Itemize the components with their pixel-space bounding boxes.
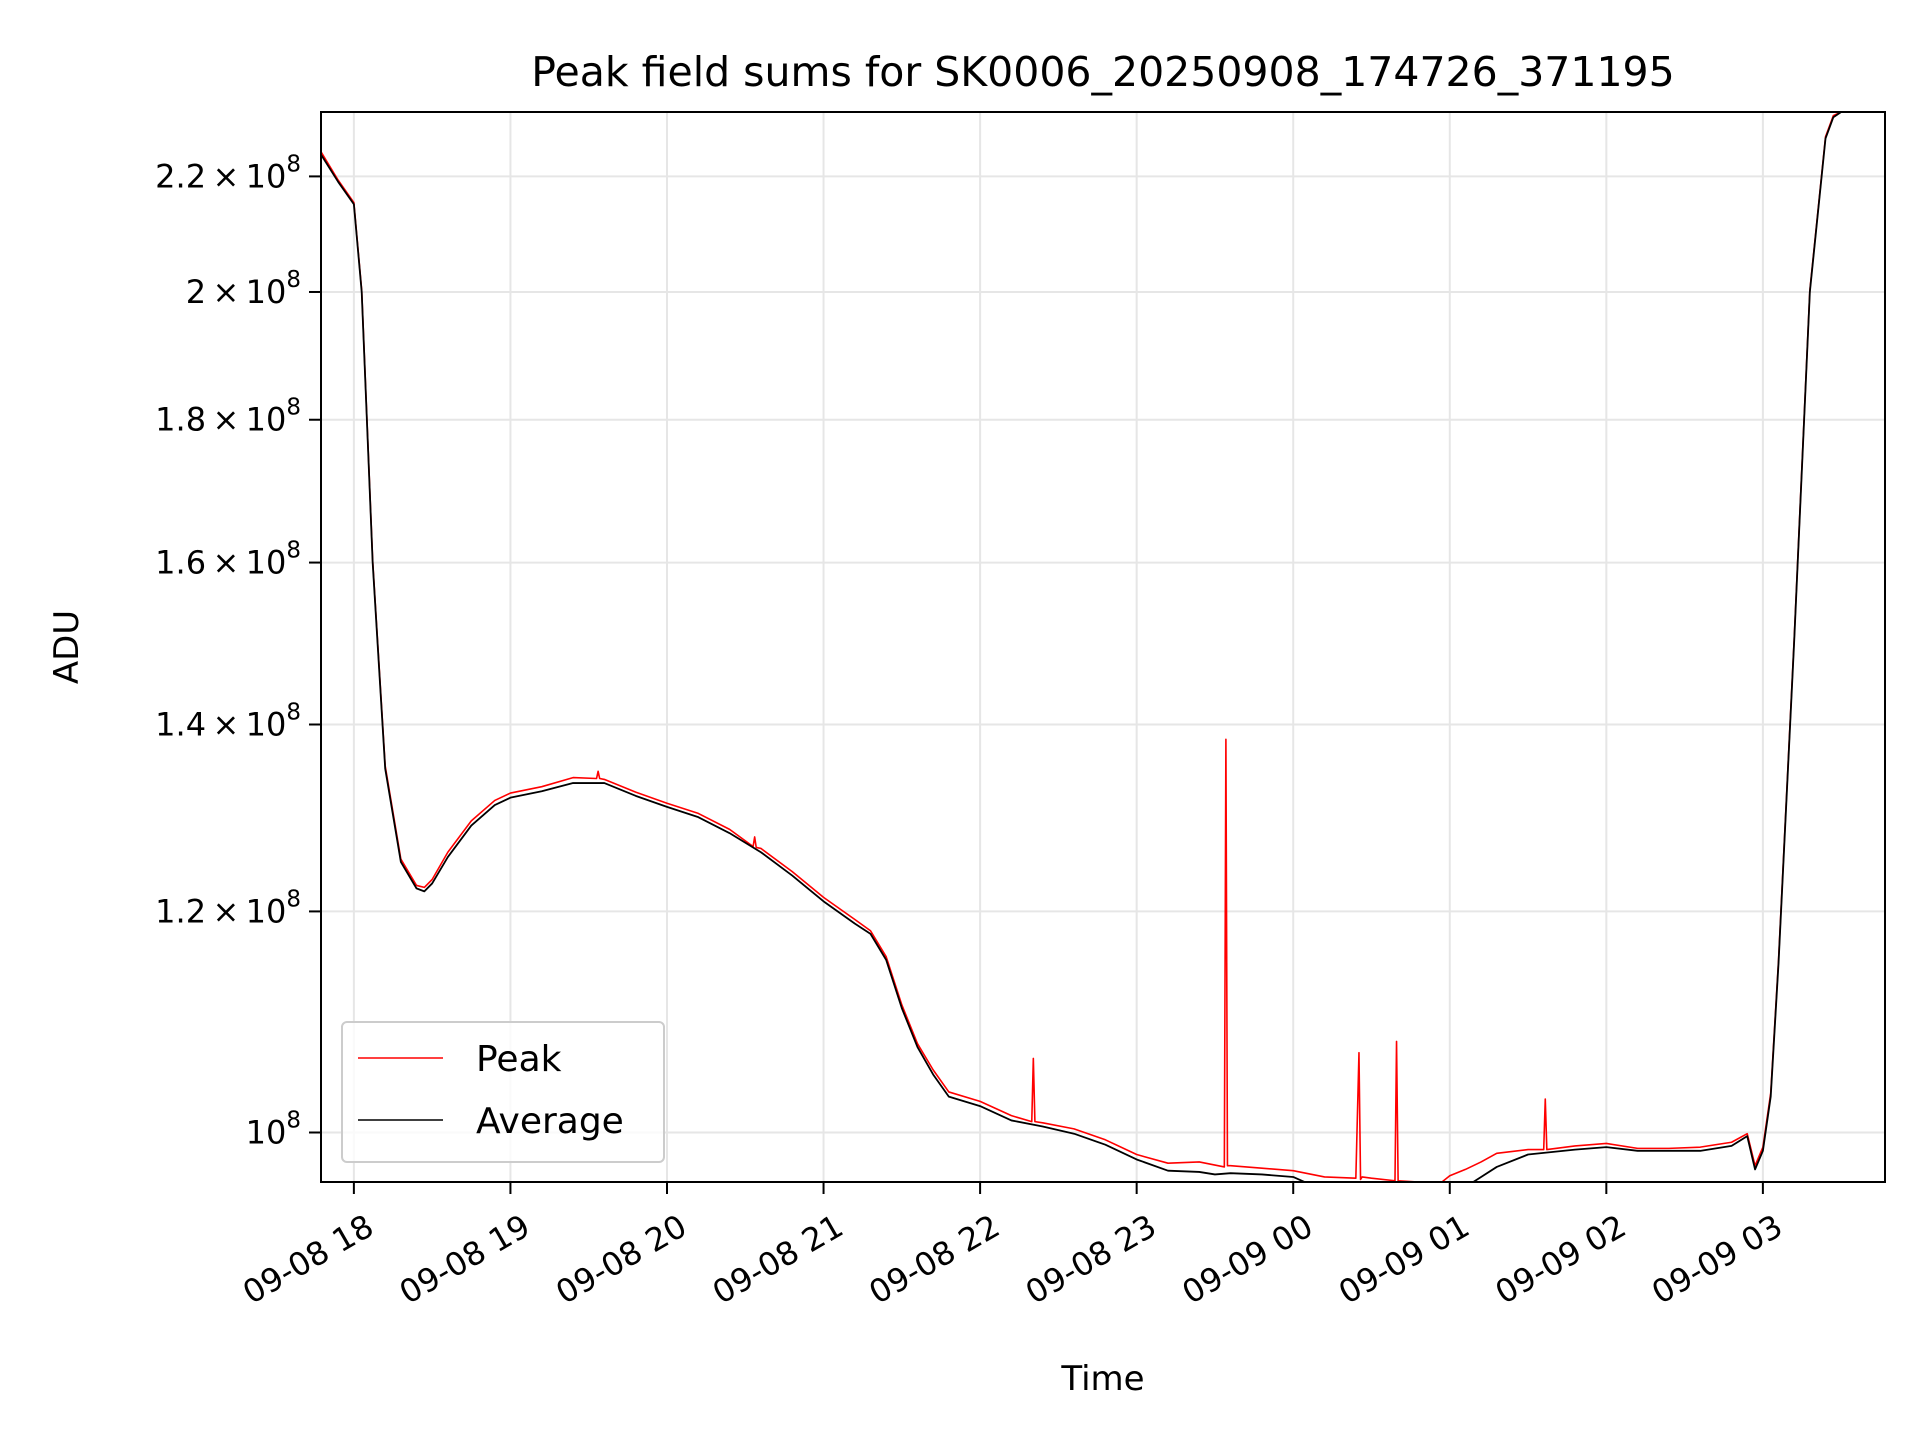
- y-tick-label-2: 1.4 × 108: [155, 699, 301, 743]
- legend: Peak Average: [341, 1021, 665, 1163]
- legend-peak-label: Peak: [476, 1039, 562, 1080]
- y-axis: 108 1.2 × 108 1.4 × 108 1.6 × 108 1.8 × 108 2…: [155, 151, 321, 1151]
- legend-box: [341, 1021, 665, 1163]
- y-tick-label-0: 108: [246, 1107, 301, 1151]
- x-axis-label: Time: [1060, 1359, 1144, 1399]
- y-tick-label-3: 1.6 × 108: [155, 538, 301, 582]
- y-tick-label-1: 1.2 × 108: [155, 886, 301, 930]
- y-tick-label-5: 2 × 108: [186, 267, 301, 311]
- plot-area: [321, 112, 1885, 1182]
- y-tick-label-6: 2.2 × 108: [155, 151, 301, 195]
- y-tick-label-4: 1.8 × 108: [155, 395, 301, 439]
- legend-average-label: Average: [476, 1101, 624, 1142]
- series-line-peak: [321, 112, 1885, 1182]
- series-line-average: [321, 112, 1885, 1182]
- y-axis-label: ADU: [47, 610, 87, 684]
- chart-title: Peak field sums for SK0006_20250908_1747…: [531, 48, 1674, 96]
- grid: [321, 112, 1885, 1182]
- axes-frame: [320, 111, 1886, 1183]
